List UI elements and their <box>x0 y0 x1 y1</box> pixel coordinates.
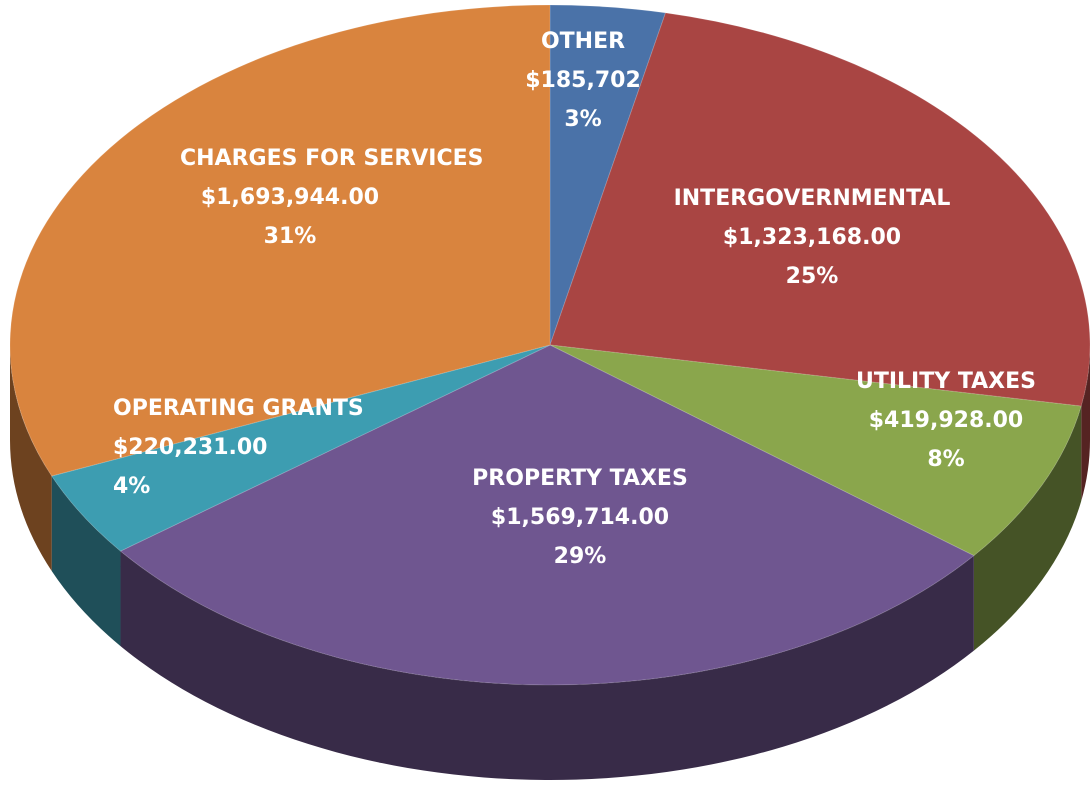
category-label: CHARGES FOR SERVICES <box>180 146 484 171</box>
slice <box>119 344 975 686</box>
slice-side <box>51 476 121 647</box>
slice-side <box>9 345 52 572</box>
category-label: OPERATING GRANTS <box>113 396 364 421</box>
data-label: OPERATING GRANTS $220,231.00 4% <box>113 389 364 506</box>
category-label: PROPERTY TAXES <box>472 466 688 491</box>
percent-label: 29% <box>553 544 607 569</box>
percent-label: 8% <box>927 447 965 472</box>
slice <box>50 344 551 552</box>
value-label: $419,928.00 <box>868 408 1024 433</box>
value-label: $1,323,168.00 <box>722 225 902 250</box>
data-label: INTERGOVERNMENTAL $1,323,168.00 25% <box>674 179 951 296</box>
value-label: $220,231.00 <box>113 435 268 460</box>
data-label: OTHER $185,702 3% <box>525 22 641 139</box>
slice-side <box>1081 345 1090 502</box>
value-label: $1,569,714.00 <box>490 505 670 530</box>
percent-label: 31% <box>263 224 317 249</box>
percent-label: 25% <box>785 264 839 289</box>
slice-side <box>120 551 974 780</box>
slice-side <box>973 406 1082 651</box>
category-label: INTERGOVERNMENTAL <box>673 186 951 211</box>
data-label: UTILITY TAXES $419,928.00 8% <box>856 362 1036 479</box>
percent-label: 3% <box>564 107 602 132</box>
slice <box>549 344 1082 557</box>
value-label: $1,693,944.00 <box>200 185 380 210</box>
slice <box>9 4 551 477</box>
data-label: PROPERTY TAXES $1,569,714.00 29% <box>472 459 688 576</box>
category-label: UTILITY TAXES <box>855 369 1037 394</box>
slice <box>549 12 1091 407</box>
data-label: CHARGES FOR SERVICES $1,693,944.00 31% <box>180 139 484 256</box>
percent-label: 4% <box>113 474 151 499</box>
category-label: OTHER <box>540 29 626 54</box>
slice <box>549 4 667 346</box>
value-label: $185,702 <box>525 68 641 93</box>
